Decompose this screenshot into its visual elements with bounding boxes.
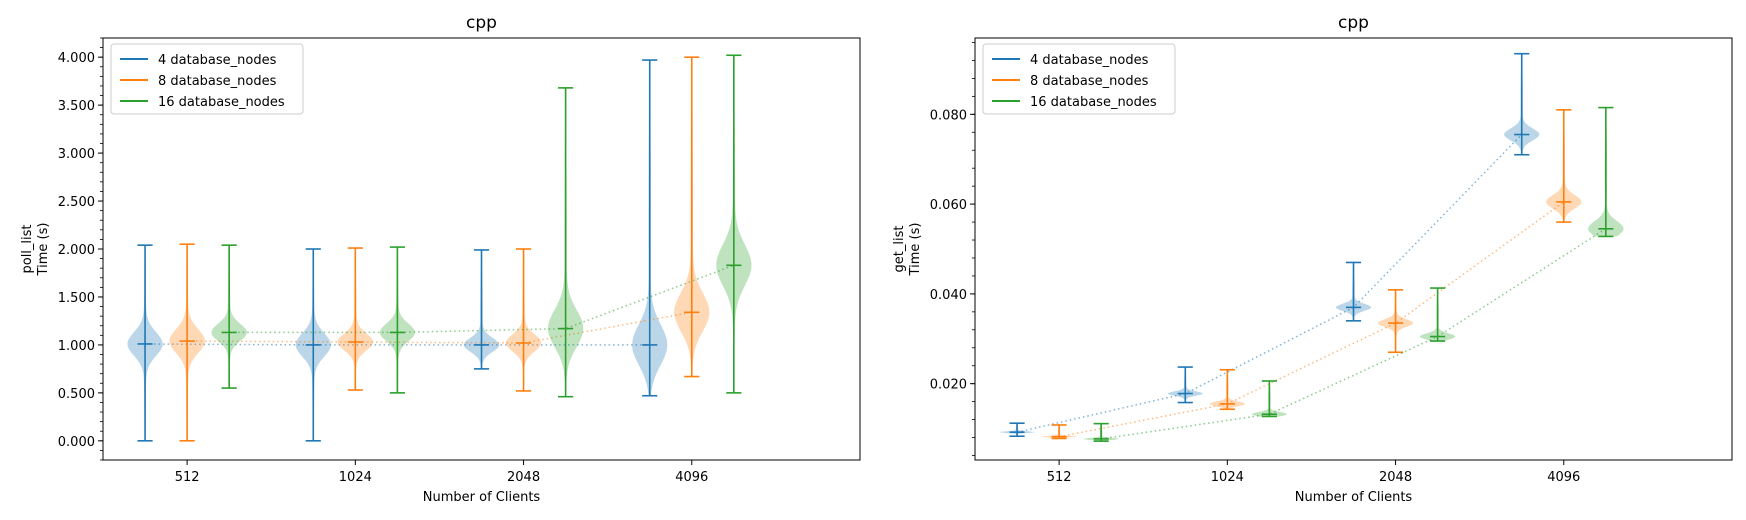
legend-box bbox=[110, 43, 304, 115]
violin-2-0 bbox=[1083, 422, 1119, 442]
y-axis-label-line: poll_list bbox=[20, 224, 35, 273]
violin-1-0 bbox=[169, 243, 205, 442]
legend-label-2: 16 database_nodes bbox=[158, 95, 285, 110]
violin-0-0 bbox=[127, 244, 163, 442]
x-tick-label: 512 bbox=[175, 470, 200, 485]
x-tick-label: 1024 bbox=[339, 470, 372, 485]
panel-0: 512 1024 2048 4096 0.000 0.500 1.000 1.500 2.000… bbox=[20, 13, 861, 505]
y-tick-label: 3.000 bbox=[58, 147, 95, 162]
panel-1: 512 1024 2048 4096 0.020 0.040 0.060 0.080 cpp Nu… bbox=[892, 13, 1733, 505]
violin-0-1 bbox=[295, 248, 331, 442]
violin-2-2 bbox=[1419, 287, 1456, 342]
y-tick-label: 2.000 bbox=[58, 243, 95, 258]
legend-box bbox=[982, 43, 1176, 115]
violin-1-3 bbox=[674, 56, 710, 378]
y-tick-label: 1.000 bbox=[58, 339, 95, 354]
violin-1-1 bbox=[337, 247, 373, 391]
violin-1-2 bbox=[505, 248, 542, 392]
x-tick-label: 512 bbox=[1047, 470, 1072, 485]
violin-0-1 bbox=[1167, 366, 1203, 404]
violin-1-1 bbox=[1209, 368, 1245, 411]
y-axis-label: poll_listTime (s) bbox=[20, 223, 51, 277]
legend-label-2: 16 database_nodes bbox=[1030, 95, 1157, 110]
y-axis-label-line: Time (s) bbox=[908, 223, 923, 277]
violin-0-2 bbox=[1335, 261, 1372, 322]
median-trend-line-0 bbox=[1016, 133, 1523, 433]
violin-2-1 bbox=[379, 246, 416, 394]
x-tick-label: 2048 bbox=[507, 470, 540, 485]
chart-title: cpp bbox=[1338, 13, 1369, 33]
y-tick-label: 1.500 bbox=[58, 291, 95, 306]
violin-0-3 bbox=[632, 59, 668, 397]
median-trend-line-2 bbox=[229, 264, 735, 334]
violin-2-1 bbox=[1251, 380, 1288, 418]
x-tick-label: 1024 bbox=[1211, 470, 1244, 485]
violin-1-2 bbox=[1377, 289, 1414, 354]
axes-frame bbox=[974, 37, 1733, 461]
legend-label-1: 8 database_nodes bbox=[158, 74, 277, 89]
violin-0-3 bbox=[1504, 52, 1540, 156]
y-tick-label: 0.000 bbox=[58, 435, 95, 450]
violin-2-3 bbox=[1588, 106, 1624, 238]
y-tick-label: 0.020 bbox=[930, 378, 967, 393]
legend-label-0: 4 database_nodes bbox=[158, 53, 277, 68]
median-trend-line-2 bbox=[1101, 228, 1607, 440]
x-tick-label: 4096 bbox=[675, 470, 708, 485]
y-tick-label: 0.080 bbox=[930, 108, 967, 123]
violin-2-3 bbox=[716, 54, 752, 394]
violin-0-0 bbox=[999, 422, 1035, 438]
legend-label-0: 4 database_nodes bbox=[1030, 53, 1149, 68]
violin-2-2 bbox=[547, 87, 584, 398]
legend-label-1: 8 database_nodes bbox=[1030, 74, 1149, 89]
y-tick-label: 0.500 bbox=[58, 387, 95, 402]
x-axis-label: Number of Clients bbox=[1295, 490, 1413, 505]
y-axis-label-line: get_list bbox=[892, 226, 907, 273]
median-trend-line-1 bbox=[1058, 201, 1565, 438]
median-trend-line-1 bbox=[187, 311, 692, 344]
y-axis-label: get_listTime (s) bbox=[892, 223, 923, 277]
violin-1-3 bbox=[1546, 109, 1582, 223]
x-tick-label: 2048 bbox=[1379, 470, 1412, 485]
y-axis-label-line: Time (s) bbox=[36, 223, 51, 277]
x-axis-label: Number of Clients bbox=[423, 490, 541, 505]
x-tick-label: 4096 bbox=[1547, 470, 1580, 485]
violin-0-2 bbox=[463, 249, 500, 370]
legend: 4 database_nodes 8 database_nodes 16 datab… bbox=[982, 43, 1176, 115]
chart-title: cpp bbox=[466, 13, 497, 33]
y-tick-label: 0.040 bbox=[930, 288, 967, 303]
y-tick-label: 0.060 bbox=[930, 198, 967, 213]
violin-1-0 bbox=[1041, 424, 1077, 440]
y-tick-label: 2.500 bbox=[58, 195, 95, 210]
y-tick-label: 4.000 bbox=[58, 51, 95, 66]
legend: 4 database_nodes 8 database_nodes 16 datab… bbox=[110, 43, 304, 115]
y-tick-label: 3.500 bbox=[58, 99, 95, 114]
violin-2-0 bbox=[211, 244, 247, 389]
